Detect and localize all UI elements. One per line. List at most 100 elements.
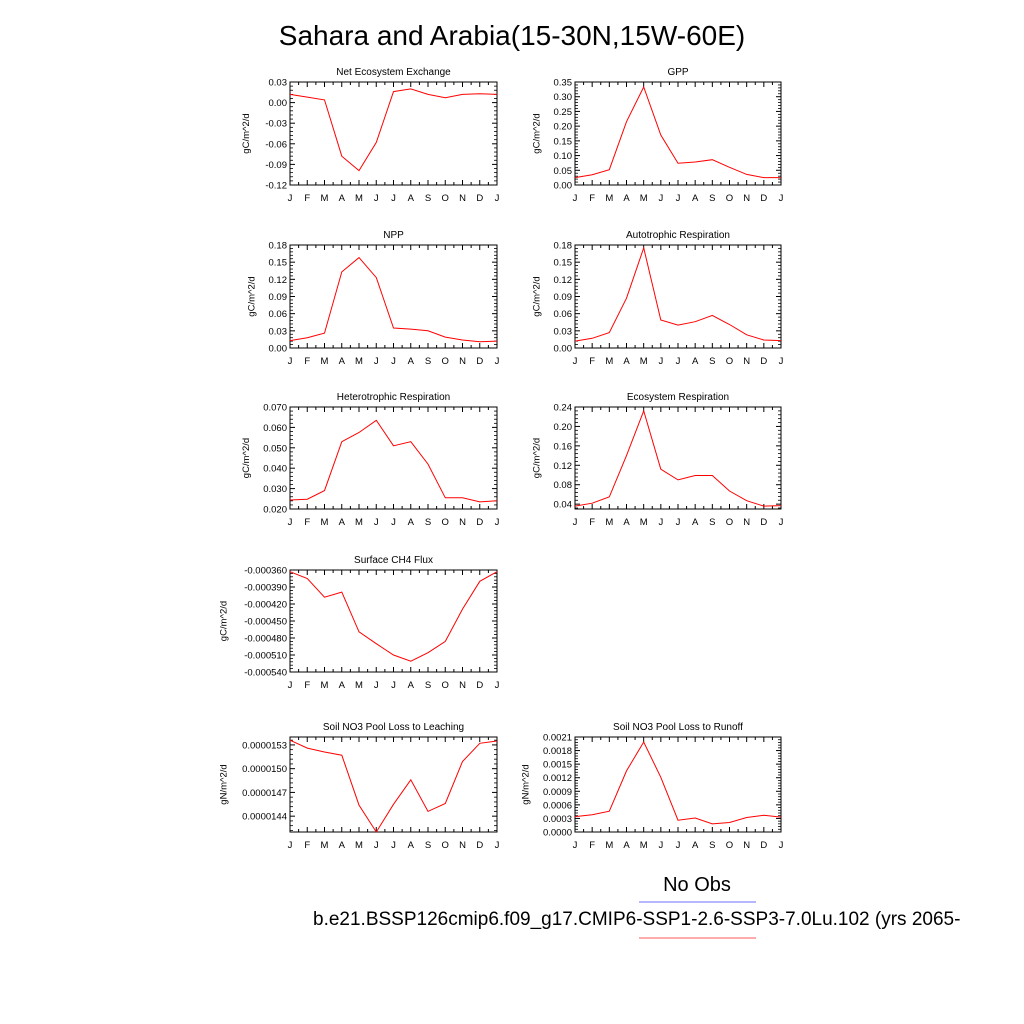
y-axis-label: gN/m^2/d	[219, 764, 230, 804]
x-tick-label: M	[605, 193, 613, 204]
x-tick-label: J	[495, 517, 500, 528]
panel-title: Surface CH4 Flux	[354, 555, 433, 566]
y-tick-label: -0.06	[265, 139, 287, 150]
y-tick-label: 0.040	[263, 464, 287, 475]
x-tick-label: A	[623, 193, 630, 204]
y-tick-label: 0.030	[263, 484, 287, 495]
x-tick-label: J	[495, 840, 500, 851]
y-tick-label: 0.0000153	[242, 740, 287, 751]
y-axis-label: gN/m^2/d	[520, 764, 531, 804]
legend-case-label: b.e21.BSSP126cmip6.f09_g17.CMIP6-SSP1-2.…	[313, 909, 960, 930]
y-axis-label: gC/m^2/d	[241, 438, 252, 478]
y-tick-label: 0.03	[269, 78, 288, 89]
panel-title: Soil NO3 Pool Loss to Runoff	[613, 722, 743, 733]
x-tick-label: J	[676, 517, 681, 528]
x-tick-label: N	[459, 517, 466, 528]
x-tick-label: J	[391, 517, 396, 528]
y-axis-label: gC/m^2/d	[532, 276, 543, 316]
panel-title: Autotrophic Respiration	[626, 230, 730, 241]
x-tick-label: S	[425, 680, 431, 691]
y-tick-label: -0.03	[265, 119, 287, 130]
x-tick-label: D	[476, 840, 483, 851]
y-tick-label: 0.00	[269, 344, 288, 355]
y-axis-label: gC/m^2/d	[241, 113, 252, 153]
y-tick-label: -0.000420	[244, 600, 287, 611]
x-tick-label: M	[355, 517, 363, 528]
y-tick-label: -0.09	[265, 160, 287, 171]
x-tick-label: J	[573, 517, 578, 528]
x-tick-label: A	[339, 517, 346, 528]
panel-title: Ecosystem Respiration	[627, 392, 729, 403]
x-tick-label: O	[442, 356, 449, 367]
x-tick-label: J	[374, 193, 379, 204]
x-tick-label: A	[623, 517, 630, 528]
x-tick-label: J	[658, 356, 663, 367]
y-tick-label: 0.0015	[543, 760, 572, 771]
x-tick-label: J	[391, 193, 396, 204]
x-tick-label: M	[605, 356, 613, 367]
x-tick-label: F	[304, 193, 310, 204]
y-tick-label: 0.16	[554, 441, 573, 452]
y-tick-label: 0.30	[554, 92, 573, 103]
x-tick-label: J	[495, 193, 500, 204]
plot-frame	[574, 244, 782, 349]
x-tick-label: J	[779, 193, 784, 204]
y-tick-label: 0.0021	[543, 733, 572, 744]
x-tick-label: D	[760, 356, 767, 367]
y-tick-label: 0.08	[554, 480, 573, 491]
y-tick-label: 0.0006	[543, 800, 572, 811]
x-tick-label: S	[425, 356, 431, 367]
x-tick-label: A	[339, 840, 346, 851]
x-tick-label: J	[374, 356, 379, 367]
x-tick-label: O	[442, 193, 449, 204]
plot-frame	[289, 244, 498, 349]
y-tick-label: 0.050	[263, 443, 287, 454]
x-tick-label: J	[391, 356, 396, 367]
y-tick-label: 0.06	[269, 309, 288, 320]
x-tick-label: S	[425, 840, 431, 851]
x-tick-label: A	[623, 840, 630, 851]
x-tick-label: A	[692, 193, 699, 204]
y-tick-label: 0.18	[269, 241, 288, 252]
y-tick-label: 0.0012	[543, 773, 572, 784]
x-tick-label: N	[743, 356, 750, 367]
x-tick-label: J	[288, 193, 293, 204]
y-tick-label: 0.15	[554, 136, 573, 147]
x-tick-label: F	[589, 193, 595, 204]
x-tick-label: A	[623, 356, 630, 367]
y-tick-label: 0.12	[554, 275, 573, 286]
y-tick-label: 0.070	[263, 403, 287, 414]
y-tick-label: 0.05	[554, 166, 573, 177]
x-tick-label: A	[408, 356, 415, 367]
y-tick-label: 0.20	[554, 122, 573, 133]
y-tick-label: -0.12	[265, 181, 287, 192]
x-tick-label: A	[408, 193, 415, 204]
x-tick-label: J	[374, 680, 379, 691]
x-tick-label: J	[676, 840, 681, 851]
x-tick-label: M	[355, 840, 363, 851]
y-axis-label: gC/m^2/d	[219, 601, 230, 641]
x-tick-label: D	[476, 517, 483, 528]
y-tick-label: 0.35	[554, 78, 573, 89]
x-tick-label: S	[425, 193, 431, 204]
x-tick-label: J	[779, 840, 784, 851]
x-tick-label: D	[476, 680, 483, 691]
x-tick-label: A	[339, 356, 346, 367]
series-line	[574, 85, 781, 179]
figure-title: Sahara and Arabia(15-30N,15W-60E)	[279, 20, 745, 51]
x-tick-label: D	[476, 193, 483, 204]
series-line	[289, 256, 498, 343]
x-tick-label: F	[304, 517, 310, 528]
x-tick-label: J	[288, 356, 293, 367]
x-tick-label: A	[339, 193, 346, 204]
y-tick-label: 0.15	[269, 258, 288, 269]
x-tick-label: M	[321, 517, 329, 528]
series-line	[289, 419, 498, 503]
x-tick-label: J	[676, 193, 681, 204]
x-tick-label: J	[391, 840, 396, 851]
